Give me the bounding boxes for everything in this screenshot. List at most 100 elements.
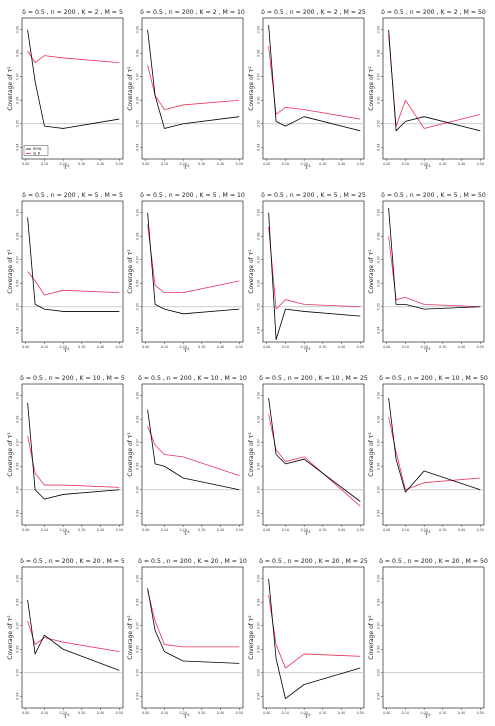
x-tick-label: 0.40: [338, 345, 345, 349]
y-tick-label: 0.95: [377, 303, 381, 310]
panel-3: δ = 0.5 , n = 200 , K = 2 , M = 25 Covera…: [248, 9, 366, 171]
panel-15: δ = 0.5 , n = 200 , K = 20 , M = 25 Cover…: [248, 558, 368, 720]
x-tick-label: 0.30: [439, 711, 446, 715]
x-tick-label: 0.40: [217, 528, 224, 532]
x-tick-label: 0.40: [338, 528, 345, 532]
legend-box: [23, 145, 49, 156]
y-tick-label: 0.95: [257, 669, 261, 676]
x-tick-label: 0.00: [263, 162, 270, 166]
panel-10: δ = 0.5 , n = 200 , K = 10 , M = 10 Cover…: [127, 375, 247, 537]
y-tick-label: 0.98: [16, 599, 20, 606]
x-tick-label: 0.10: [161, 528, 168, 532]
x-tick-label: 0.50: [477, 162, 484, 166]
x-tick-label: 0.10: [402, 345, 409, 349]
y-tick-label: 0.97: [257, 622, 261, 629]
series-line-sj-r: [268, 226, 361, 310]
y-tick-label: 0.95: [377, 669, 381, 676]
y-tick-label: 0.97: [257, 439, 261, 446]
y-tick-label: 0.94: [136, 144, 140, 151]
x-tick-label: 0.50: [477, 528, 484, 532]
x-tick-label: 0.00: [142, 528, 149, 532]
panel-title: δ = 0.5 , n = 200 , K = 10 , M = 10: [138, 375, 247, 382]
x-axis-label: τ²: [304, 712, 311, 720]
series-line-reml: [388, 398, 481, 493]
series-line-reml: [388, 208, 481, 310]
y-tick-label: 0.99: [257, 392, 261, 399]
x-tick-label: 0.50: [357, 528, 364, 532]
panel-title: δ = 0.5 , n = 200 , K = 5 , M = 5: [22, 192, 123, 199]
x-tick-label: 0.40: [338, 162, 345, 166]
x-tick-label: 0.10: [402, 528, 409, 532]
panel-12: δ = 0.5 , n = 200 , K = 10 , M = 50 Cover…: [368, 375, 488, 537]
x-tick-label: 0.40: [97, 711, 104, 715]
series-line-reml: [27, 599, 120, 671]
y-tick-label: 0.96: [257, 280, 261, 287]
x-axis-label: τ²: [424, 529, 431, 537]
x-tick-label: 0.20: [420, 345, 427, 349]
panel-5: δ = 0.5 , n = 200 , K = 5 , M = 5 Coverag…: [7, 192, 124, 354]
plot-frame: [262, 383, 365, 526]
y-tick-label: 0.96: [377, 463, 381, 470]
y-tick-label: 0.96: [16, 97, 20, 104]
y-tick-label: 0.95: [136, 120, 140, 127]
y-tick-label: 0.97: [377, 73, 381, 80]
x-tick-label: 0.10: [402, 162, 409, 166]
x-tick-label: 0.20: [59, 528, 66, 532]
panel-8: δ = 0.5 , n = 200 , K = 5 , M = 50 Covera…: [368, 192, 486, 354]
y-tick-label: 0.99: [136, 26, 140, 33]
y-tick-label: 0.98: [377, 599, 381, 606]
x-tick-label: 0.30: [78, 528, 85, 532]
series-line-sj-r: [388, 416, 481, 491]
plot-frame: [21, 17, 124, 160]
panel-title: δ = 0.5 , n = 200 , K = 20 , M = 50: [379, 558, 488, 565]
y-tick-label: 0.96: [16, 280, 20, 287]
y-tick-label: 0.98: [377, 50, 381, 57]
y-tick-label: 0.97: [136, 256, 140, 263]
series-line-sj-r: [388, 34, 481, 129]
x-tick-label: 0.40: [97, 528, 104, 532]
y-tick-label: 0.95: [136, 486, 140, 493]
panel-1: δ = 0.5 , n = 200 , K = 2 , M = 5 Coverag…: [7, 9, 124, 171]
plot-frame: [141, 383, 244, 526]
y-axis-label: Coverage of τ²: [368, 615, 375, 660]
y-tick-label: 0.99: [16, 209, 20, 216]
panel-title: δ = 0.5 , n = 200 , K = 2 , M = 25: [261, 9, 366, 16]
x-axis-label: τ²: [183, 346, 190, 354]
panel-6: δ = 0.5 , n = 200 , K = 5 , M = 10 Covera…: [127, 192, 245, 354]
x-tick-label: 0.00: [22, 528, 29, 532]
y-tick-label: 0.98: [377, 233, 381, 240]
y-tick-label: 0.95: [136, 669, 140, 676]
x-tick-label: 0.30: [78, 162, 85, 166]
y-tick-label: 0.97: [16, 256, 20, 263]
y-tick-label: 0.98: [377, 416, 381, 423]
series-line-sj-r: [27, 435, 120, 488]
y-tick-label: 0.96: [377, 97, 381, 104]
series-line-sj-r: [27, 50, 120, 64]
x-tick-label: 0.00: [383, 345, 390, 349]
plot-frame: [21, 566, 124, 709]
legend-entry: REML: [33, 147, 42, 151]
y-tick-label: 0.98: [16, 50, 20, 57]
y-tick-label: 0.98: [136, 233, 140, 240]
y-tick-label: 0.97: [16, 73, 20, 80]
x-tick-label: 0.20: [420, 162, 427, 166]
series-line-sj-r: [27, 620, 120, 652]
x-tick-label: 0.30: [319, 528, 326, 532]
legend-entry: SJ_R: [33, 152, 41, 156]
x-axis-label: τ²: [63, 346, 70, 354]
plot-frame: [382, 383, 485, 526]
x-tick-label: 0.00: [263, 345, 270, 349]
y-tick-label: 0.95: [16, 486, 20, 493]
series-line-sj-r: [147, 64, 240, 111]
y-axis-label: Coverage of τ²: [248, 249, 255, 294]
series-line-reml: [388, 29, 481, 132]
y-tick-label: 0.94: [377, 693, 381, 700]
x-tick-label: 0.30: [78, 711, 85, 715]
panel-title: δ = 0.5 , n = 200 , K = 10 , M = 25: [259, 375, 368, 382]
y-tick-label: 0.96: [257, 463, 261, 470]
y-tick-label: 0.99: [377, 26, 381, 33]
x-tick-label: 0.40: [458, 345, 465, 349]
x-tick-label: 0.30: [198, 711, 205, 715]
y-tick-label: 0.97: [377, 622, 381, 629]
